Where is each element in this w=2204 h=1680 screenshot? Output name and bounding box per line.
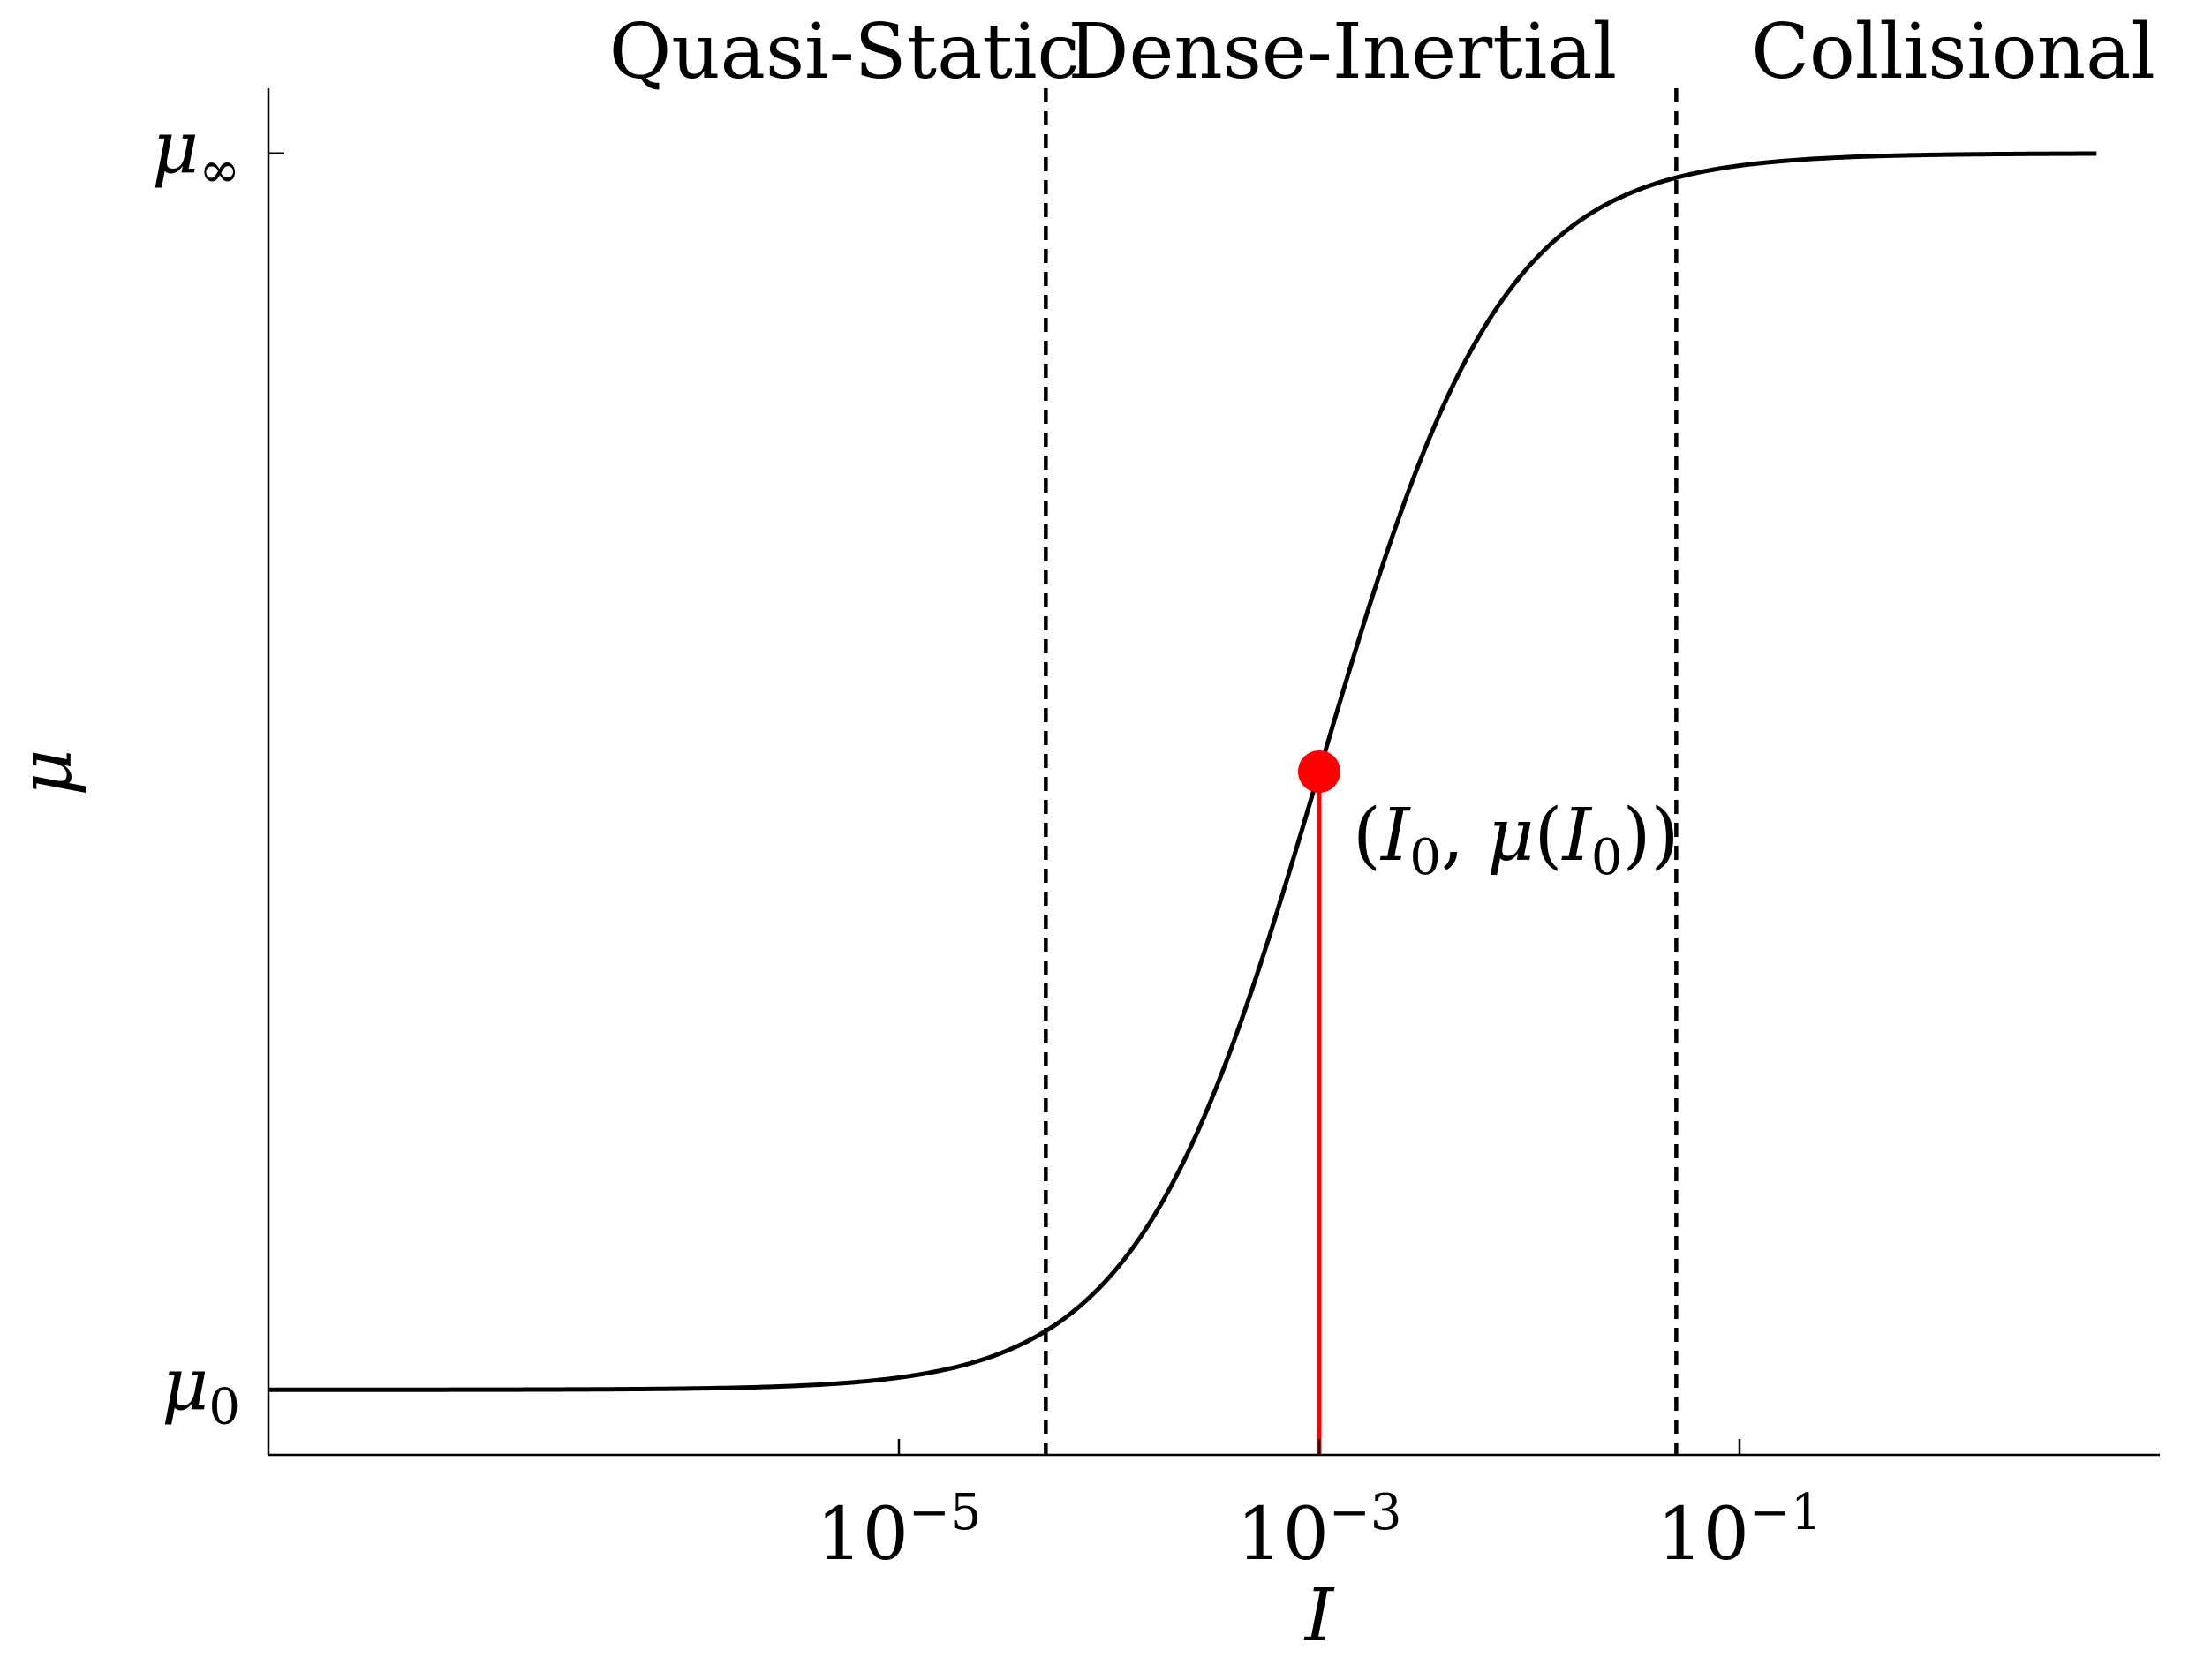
label-I: I xyxy=(1379,794,1411,878)
label-sub-0: 0 xyxy=(1409,829,1441,886)
y-ticks: μ0μ∞ xyxy=(152,107,284,1435)
label-paren-open: ( xyxy=(1353,794,1381,878)
region-label-dense-inertial: Dense-Inertial xyxy=(1068,8,1618,96)
I0-point-label: (I0, μ(I0)) xyxy=(1353,794,1679,886)
label-I-inner: I xyxy=(1560,794,1592,878)
region-label-quasi-static: Quasi-Static xyxy=(609,8,1080,96)
x-tick-exponent: −1 xyxy=(1749,1484,1823,1541)
label-comma: , xyxy=(1441,794,1487,878)
x-tick-base: 10 xyxy=(817,1493,909,1577)
y-axis-label: μ xyxy=(4,749,88,795)
series-layer xyxy=(268,151,2097,1392)
region-label-collisional: Collisional xyxy=(1751,8,2155,96)
y-tick-base: μ xyxy=(152,107,199,191)
label-sub-0-inner: 0 xyxy=(1591,829,1623,886)
x-ticks: 10−5 10−3 10−1 xyxy=(817,1439,1823,1577)
x-tick-label-2: 10−3 xyxy=(1237,1484,1402,1577)
x-axis-label: I xyxy=(1303,1574,1335,1658)
x-tick-base: 10 xyxy=(1657,1493,1749,1577)
label-paren-inner: ( xyxy=(1534,794,1562,878)
axes xyxy=(267,88,2160,1457)
y-tick-subscript: ∞ xyxy=(199,142,240,200)
regime-boundaries xyxy=(1044,88,1679,1455)
label-mu: μ xyxy=(1487,794,1534,878)
x-tick-label-3: 10−1 xyxy=(1657,1484,1823,1577)
y-tick-label-1: μ0 xyxy=(162,1343,240,1435)
mu-curve-1 xyxy=(268,151,2097,1392)
y-tick-subscript: 0 xyxy=(208,1378,240,1435)
y-tick-base: μ xyxy=(162,1343,208,1427)
y-tick-label-2: μ∞ xyxy=(152,107,240,200)
x-tick-exponent: −5 xyxy=(909,1484,982,1541)
x-tick-base: 10 xyxy=(1237,1493,1329,1577)
x-tick-label-1: 10−5 xyxy=(817,1484,982,1577)
label-paren-close: )) xyxy=(1623,794,1679,878)
highlight-layer: (I0, μ(I0)) xyxy=(1298,750,1679,1455)
x-tick-exponent: −3 xyxy=(1329,1484,1402,1541)
I0-point xyxy=(1298,750,1340,793)
